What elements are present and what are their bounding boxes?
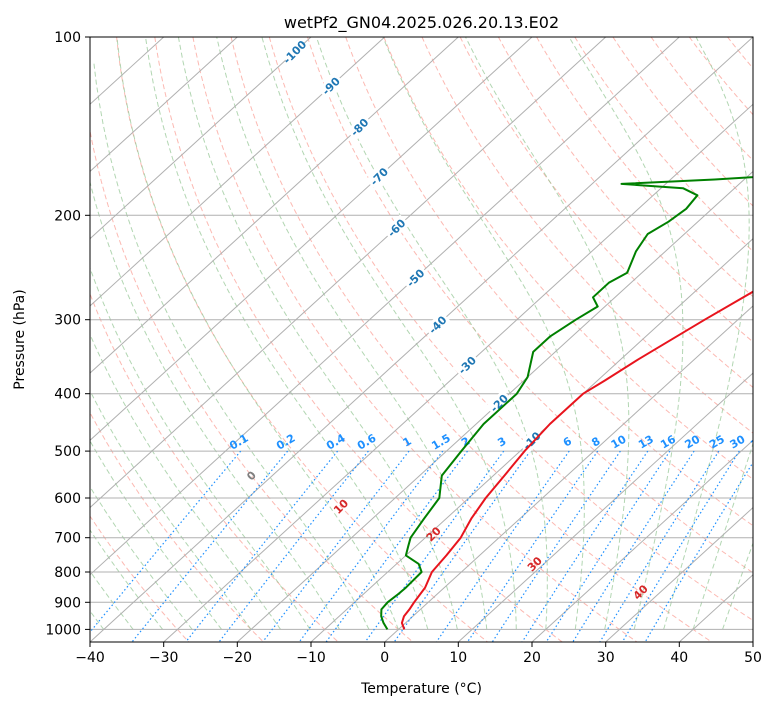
x-tick-label: 0 (380, 650, 389, 666)
plot-area: 0.10.20.40.611.52346810131620253036-100-… (90, 37, 768, 642)
x-axis-label: Temperature (°C) (360, 681, 482, 697)
y-tick-label: 200 (54, 208, 81, 224)
y-tick-label: 1000 (45, 622, 81, 638)
y-axis-label: Pressure (hPa) (12, 289, 28, 389)
y-tick-label: 500 (54, 444, 81, 460)
x-tick-label: −20 (223, 650, 253, 666)
x-tick-label: 30 (597, 650, 615, 666)
isotherm-label-bg (485, 389, 513, 417)
plot-frame (89, 36, 754, 643)
y-tick-label: 100 (54, 30, 81, 46)
x-tick-label: 40 (670, 650, 688, 666)
isotherm-label-bg (518, 427, 546, 455)
y-tick-label: 600 (54, 491, 81, 507)
isotherm-label-bg (401, 264, 429, 292)
isotherm-label-bg (346, 113, 373, 141)
isotherm-label-bg (365, 163, 393, 190)
chart-title: wetPf2_GN04.2025.026.20.13.E02 (284, 13, 559, 33)
y-tick-label: 300 (54, 313, 81, 329)
x-tick-label: 10 (449, 650, 467, 666)
isotherm-label-bg (281, 38, 309, 66)
x-tick-label: 50 (744, 650, 762, 666)
x-tick-label: 20 (523, 650, 541, 666)
x-tick-label: −10 (296, 650, 326, 666)
dewpoint-series (380, 176, 753, 630)
y-tick-label: 400 (54, 387, 81, 403)
x-tick-label: −40 (75, 650, 105, 666)
axes: −40 −30 −20 −10 0 10 20 30 40 50 100 200 300 400 500 60… (45, 30, 762, 666)
x-tick-label: −30 (149, 650, 179, 666)
background-lines (90, 37, 753, 642)
isotherm-label-bg (453, 351, 481, 379)
y-tick-label: 900 (54, 595, 81, 611)
y-tick-label: 700 (54, 531, 81, 547)
temperature-series (400, 290, 753, 630)
isotherm-label-bg (317, 72, 345, 100)
isotherm-label-bg (383, 214, 410, 242)
y-tick-label: 800 (54, 565, 81, 581)
isotherm-label-bg (424, 311, 452, 339)
mixing-ratio-label: 36 (748, 432, 768, 451)
profile-series (380, 176, 753, 630)
